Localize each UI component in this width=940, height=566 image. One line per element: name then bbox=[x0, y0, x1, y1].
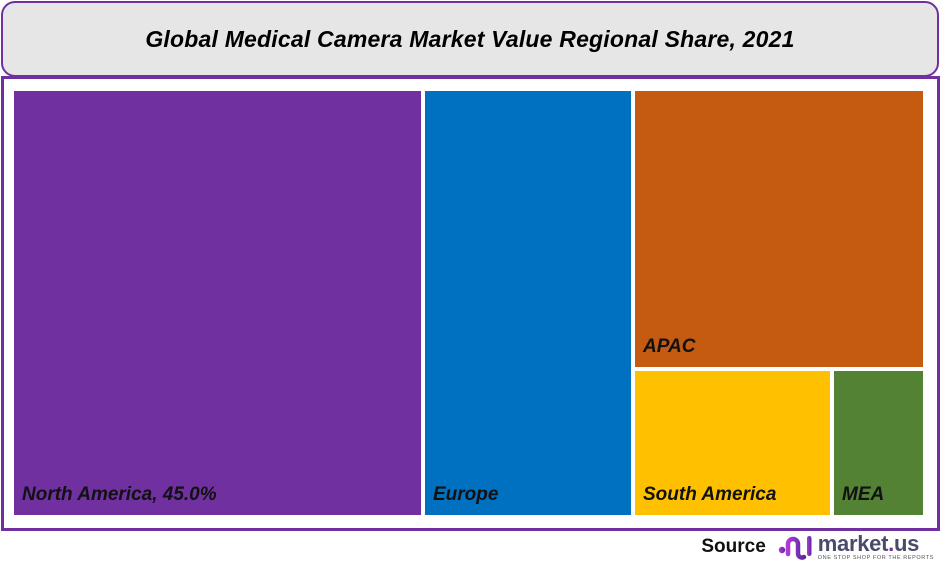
chart-title-box: Global Medical Camera Market Value Regio… bbox=[1, 1, 939, 77]
source-attribution: Source market.us ONE STOP SHOP FOR THE R… bbox=[701, 531, 934, 563]
chart-title: Global Medical Camera Market Value Regio… bbox=[145, 25, 795, 52]
tile-north-america: North America, 45.0% bbox=[14, 91, 421, 515]
tile-label: MEA bbox=[842, 484, 885, 505]
tile-label: North America, 45.0% bbox=[22, 484, 217, 505]
tile-europe: Europe bbox=[425, 91, 631, 515]
tile-mea: MEA bbox=[834, 371, 923, 515]
brand-tagline: ONE STOP SHOP FOR THE REPORTS bbox=[817, 554, 934, 561]
brand-name: market.us bbox=[817, 530, 920, 556]
tile-label: APAC bbox=[643, 336, 696, 357]
tile-south-america: South America bbox=[635, 371, 830, 515]
source-label: Source bbox=[701, 536, 766, 557]
market-us-logo[interactable]: market.us ONE STOP SHOP FOR THE REPORTS bbox=[778, 532, 934, 562]
market-us-logo-icon bbox=[778, 536, 812, 560]
tile-label: Europe bbox=[433, 484, 499, 505]
tile-label: South America bbox=[643, 484, 777, 505]
tile-apac: APAC bbox=[635, 91, 923, 367]
